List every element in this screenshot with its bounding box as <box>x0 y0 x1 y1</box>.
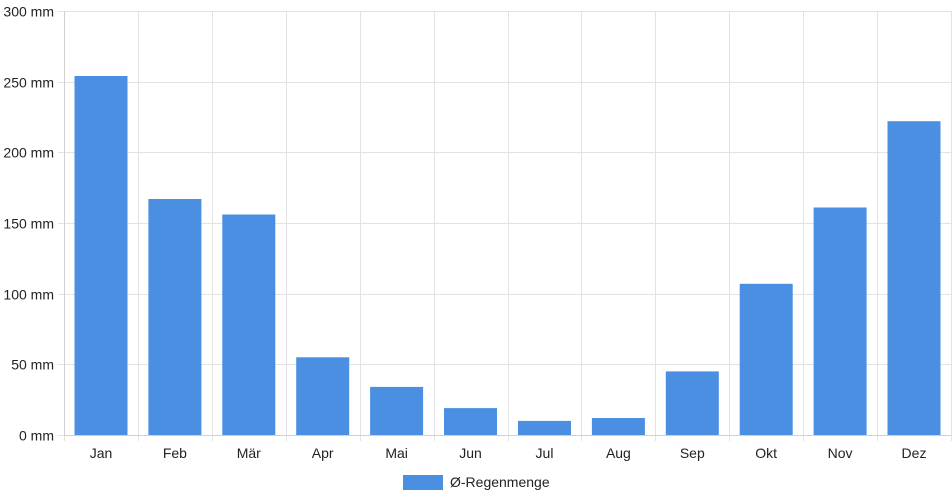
bar-Dez[interactable] <box>887 121 941 435</box>
axes <box>64 11 951 436</box>
grid <box>58 11 952 441</box>
x-tick-label: Dez <box>902 445 927 461</box>
legend-swatch <box>403 475 443 490</box>
y-tick-label: 0 mm <box>19 428 54 444</box>
x-tick-label: Sep <box>680 445 705 461</box>
x-tick-label: Okt <box>755 445 777 461</box>
bar-Jul[interactable] <box>518 420 571 435</box>
bar-Nov[interactable] <box>813 207 867 436</box>
x-tick-label: Nov <box>828 445 853 461</box>
bar-Mär[interactable] <box>222 214 276 436</box>
y-tick-label: 300 mm <box>3 4 54 20</box>
x-tick-label: Mai <box>385 445 408 461</box>
y-tick-label: 200 mm <box>3 145 54 161</box>
x-tick-label: Feb <box>163 445 187 461</box>
bar-Okt[interactable] <box>739 283 793 435</box>
bar-Jan[interactable] <box>74 76 128 435</box>
bars <box>74 76 941 436</box>
x-tick-label: Jan <box>90 445 113 461</box>
x-tick-label: Apr <box>312 445 334 461</box>
bar-Sep[interactable] <box>665 371 719 435</box>
legend-label: Ø-Regenmenge <box>450 474 550 490</box>
bar-Feb[interactable] <box>148 199 202 435</box>
legend[interactable]: Ø-Regenmenge <box>403 474 550 490</box>
bar-Mai[interactable] <box>370 386 424 435</box>
bar-Aug[interactable] <box>591 418 645 435</box>
bar-Jun[interactable] <box>444 408 497 435</box>
y-tick-label: 150 mm <box>3 216 54 232</box>
bar-Apr[interactable] <box>296 357 350 435</box>
x-tick-label: Aug <box>606 445 631 461</box>
x-axis-ticks: Jan Feb Mär Apr Mai Jun Jul Aug Sep Okt Nov Dez <box>90 445 927 461</box>
y-axis-ticks: 0 mm 50 mm 100 mm 150 mm 200 mm 250 mm 300 mm <box>3 4 54 444</box>
y-tick-label: 100 mm <box>3 287 54 303</box>
x-tick-label: Mär <box>237 445 261 461</box>
y-tick-label: 50 mm <box>11 357 54 373</box>
y-tick-label: 250 mm <box>3 75 54 91</box>
x-tick-label: Jul <box>536 445 554 461</box>
x-tick-label: Jun <box>459 445 482 461</box>
